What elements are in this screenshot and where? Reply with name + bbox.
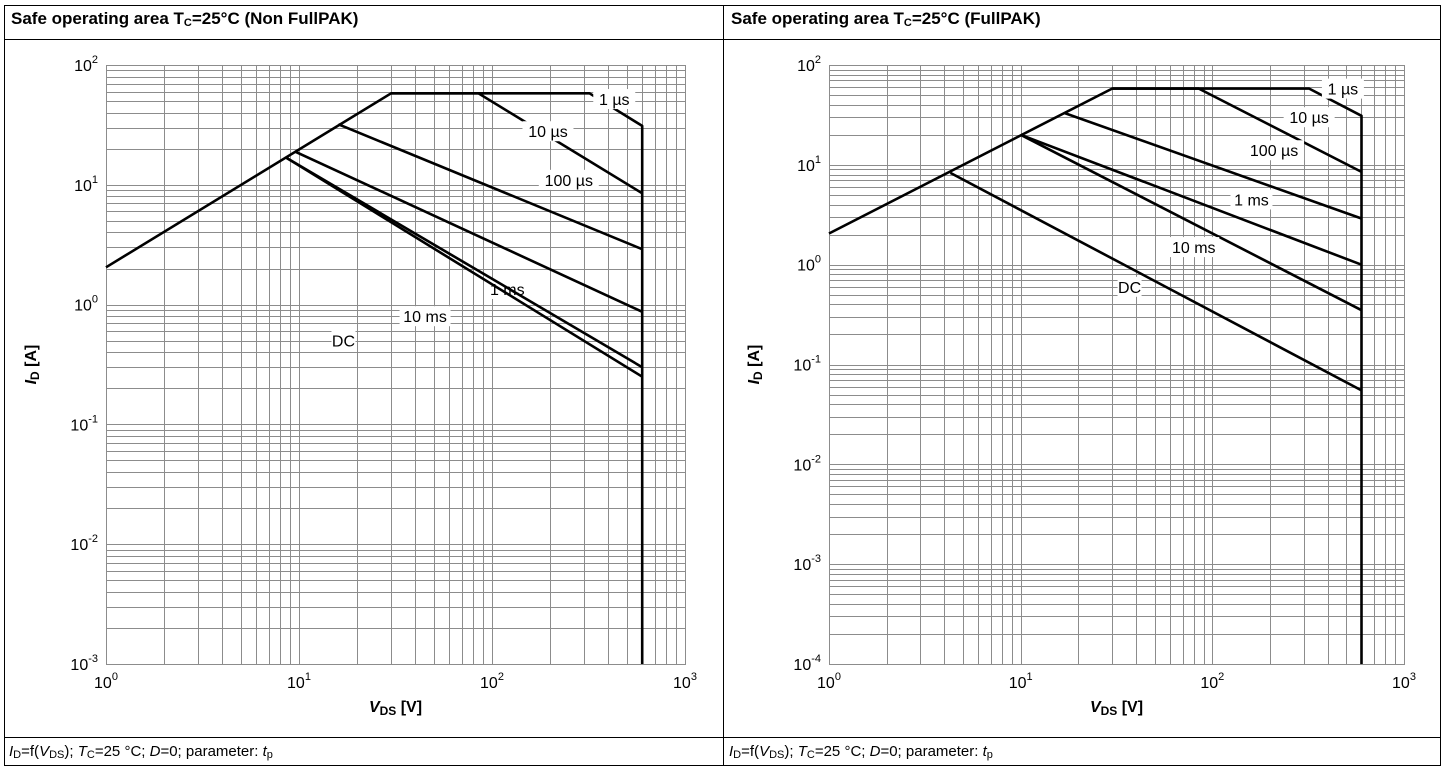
y-tick-label: 10-1 xyxy=(70,413,98,434)
y-tick-label: 101 xyxy=(74,174,98,195)
curve-label-1-ms: 1 ms xyxy=(490,282,525,299)
curve-label-10-ms: 10 ms xyxy=(403,309,447,326)
y-axis-title: ID [A] xyxy=(23,345,42,385)
curve-label-background xyxy=(522,121,574,142)
soa-curve-dc xyxy=(949,171,1363,392)
panel-title-fullpak: Safe operating area TC=25°C (FullPAK) xyxy=(731,9,1041,29)
caption-row-divider xyxy=(4,737,1441,738)
y-tick-label: 102 xyxy=(797,54,821,75)
curve-label-1-us: 1 µs xyxy=(599,92,630,109)
x-tick-label: 102 xyxy=(480,671,504,692)
y-tick-label: 10-3 xyxy=(70,653,98,674)
soa-curve-100-us xyxy=(1064,111,1362,220)
grid xyxy=(106,65,685,664)
y-axis-title: ID [A] xyxy=(746,345,765,385)
y-tick-label: 10-2 xyxy=(793,453,821,474)
curve-label-100-us: 100 µs xyxy=(545,173,593,190)
curve-label-background xyxy=(538,169,599,190)
curve-label-background xyxy=(1321,78,1364,99)
curve-label-background xyxy=(1117,276,1142,297)
curve-label-10-us: 10 µs xyxy=(1289,110,1328,127)
x-tick-label: 101 xyxy=(1009,671,1033,692)
title-row-divider xyxy=(4,39,1441,40)
plot-area-border xyxy=(829,65,1405,665)
caption-non-fullpak: ID=f(VDS); TC=25 °C; D=0; parameter: tp xyxy=(9,743,273,761)
soa-curve-1-ms xyxy=(1020,133,1362,266)
curve-label-dc: DC xyxy=(332,334,355,351)
curve-label-1-us: 1 µs xyxy=(1328,82,1359,99)
y-tick-label: 10-1 xyxy=(793,354,821,375)
y-tick-label: 100 xyxy=(74,294,98,315)
curve-label-background xyxy=(593,89,636,110)
x-axis-title: VDS [V] xyxy=(369,699,422,718)
y-tick-label: 100 xyxy=(797,254,821,275)
plot-area-border xyxy=(106,65,686,665)
x-tick-label: 103 xyxy=(1392,671,1416,692)
y-tick-label: 10-3 xyxy=(793,553,821,574)
y-tick-label: 10-2 xyxy=(70,533,98,554)
y-tick-label: 10-4 xyxy=(793,653,821,674)
y-tick-label: 101 xyxy=(797,154,821,175)
curve-label-background xyxy=(1244,140,1305,161)
x-tick-label: 103 xyxy=(673,671,697,692)
y-tick-label: 102 xyxy=(74,54,98,75)
soa-chart-fullpak: 100 101 102 103 10-4 10-3 10-2 10-1 100 101 102 VDS… xyxy=(746,54,1416,718)
curve-label-1-ms: 1 ms xyxy=(1234,192,1269,209)
curve-label-background xyxy=(1168,237,1220,258)
curve-label-100-us: 100 µs xyxy=(1250,143,1298,160)
soa-curve-10-ms xyxy=(1020,133,1363,312)
curve-label-background xyxy=(1230,189,1273,210)
curve-label-dc: DC xyxy=(1118,280,1141,297)
x-tick-label: 100 xyxy=(817,671,841,692)
soa-curve-10-us xyxy=(391,91,643,195)
grid xyxy=(829,65,1404,664)
curve-label-background xyxy=(331,330,356,351)
panel-title-non-fullpak: Safe operating area TC=25°C (Non FullPAK… xyxy=(11,9,359,29)
curve-label-background xyxy=(1283,107,1335,128)
soa-chart-non-fullpak: 100 101 102 103 10-3 10-2 10-1 100 101 102 VDS [V]… xyxy=(23,54,697,718)
x-axis-title: VDS [V] xyxy=(1090,699,1143,718)
x-tick-label: 100 xyxy=(94,671,118,692)
caption-fullpak: ID=f(VDS); TC=25 °C; D=0; parameter: tp xyxy=(729,743,993,761)
soa-curve-dc xyxy=(284,156,643,378)
column-divider xyxy=(723,5,724,766)
soa-curve-1-ms xyxy=(294,150,643,313)
x-tick-label: 101 xyxy=(287,671,311,692)
x-tick-label: 102 xyxy=(1200,671,1224,692)
curve-label-10-ms: 10 ms xyxy=(1172,240,1216,257)
curve-label-10-us: 10 µs xyxy=(528,124,567,141)
soa-curve-10-us xyxy=(1112,87,1363,174)
soa-curve-10-ms xyxy=(284,156,643,369)
outer-frame xyxy=(4,5,1441,766)
curve-label-background xyxy=(399,306,451,327)
soa-curve-100-us xyxy=(337,123,643,251)
soa-curve-1-us xyxy=(828,87,1363,664)
